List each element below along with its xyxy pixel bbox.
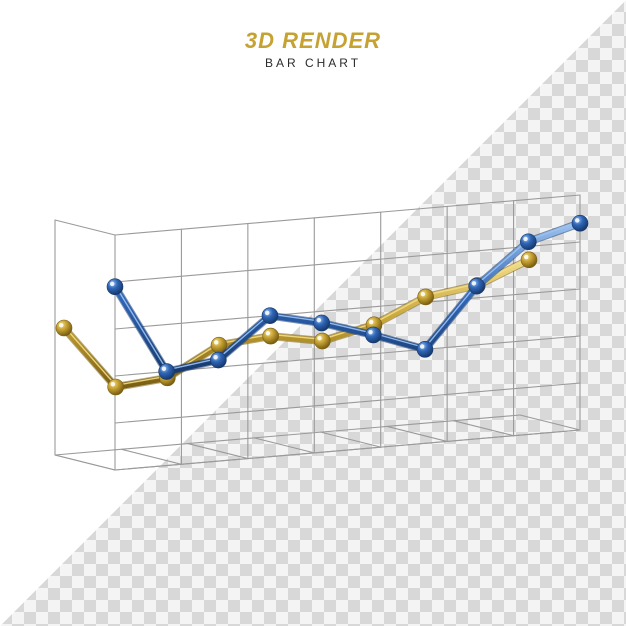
grid xyxy=(55,195,580,470)
stage: 3D RENDER BAR CHART xyxy=(0,0,626,626)
chart-3d-line xyxy=(0,0,626,626)
